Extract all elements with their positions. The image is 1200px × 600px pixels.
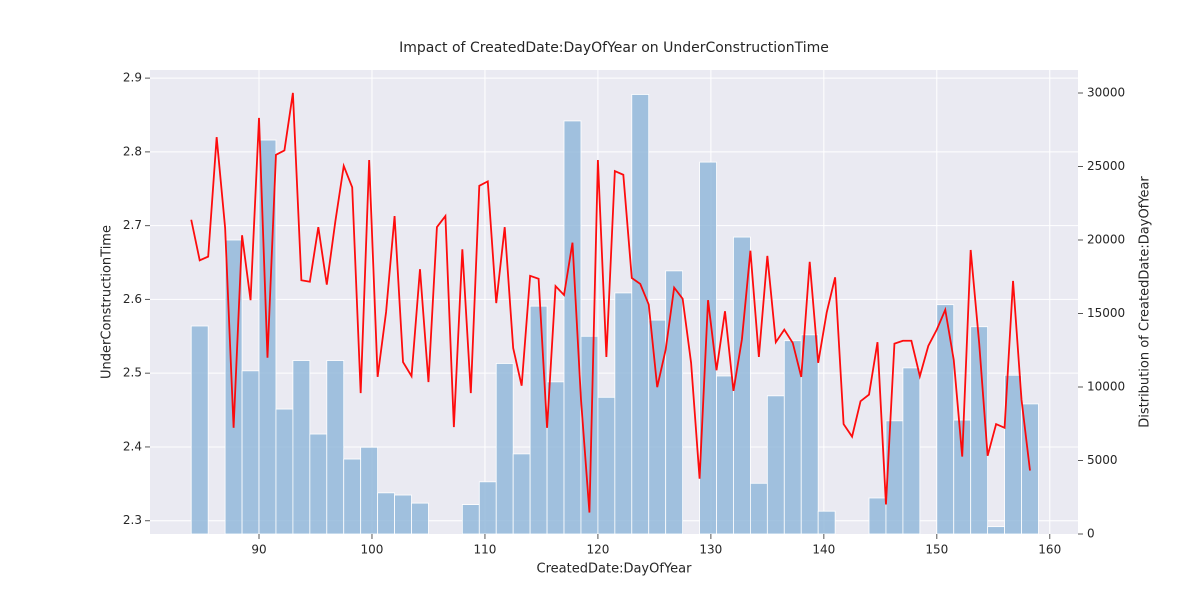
y-axis-label: UnderConstructionTime	[100, 225, 115, 379]
histogram-bar	[902, 367, 921, 535]
histogram-bar	[343, 458, 362, 535]
histogram-bar	[478, 481, 497, 535]
histogram-bar	[817, 510, 836, 535]
histogram-bar	[529, 305, 548, 535]
histogram-bar	[241, 370, 260, 535]
y2-tick-label: 5000	[1087, 453, 1118, 467]
histogram-bar	[750, 482, 768, 535]
histogram-bar	[411, 502, 429, 535]
y-tick-label: 2.8	[123, 144, 142, 158]
x-tick-label: 140	[812, 543, 835, 557]
histogram-bar	[275, 408, 294, 535]
y2-tick-label: 30000	[1087, 86, 1125, 100]
x-tick-label: 130	[699, 543, 722, 557]
histogram-bar	[699, 161, 717, 535]
labels: 90 100 110 120 130 140 150 160 2.3 2.4 2.5 2.6 2.7 2.…	[123, 71, 1125, 557]
x-axis-label: CreatedDate:DayOfYear	[537, 562, 693, 577]
x-tick-label: 90	[251, 543, 266, 557]
histogram-bar	[970, 326, 989, 535]
histogram-bar	[885, 420, 904, 535]
chart-title: Impact of CreatedDate:DayOfYear on Under…	[399, 40, 829, 56]
histogram-bar	[597, 396, 616, 535]
marks	[190, 92, 1039, 535]
y2-axis-label: Distribution of CreatedDate:DayOfYear	[1138, 176, 1153, 428]
x-tick-label: 100	[361, 543, 384, 557]
x-tick-label: 160	[1038, 543, 1061, 557]
histogram-bar	[716, 375, 734, 535]
histogram-bar	[292, 360, 311, 535]
histogram-bar	[563, 120, 582, 535]
histogram-bar	[377, 492, 395, 535]
histogram-bar	[936, 304, 955, 535]
y-tick-label: 2.4	[123, 439, 142, 453]
histogram-bar	[495, 363, 514, 535]
y-tick-label: 2.3	[123, 513, 142, 527]
y2-tick-label: 20000	[1087, 233, 1125, 247]
histogram-bar	[394, 494, 412, 535]
histogram-bar	[461, 504, 480, 535]
histogram-bar	[512, 453, 531, 535]
histogram-bar	[546, 381, 565, 535]
histogram-bar	[360, 446, 379, 535]
histogram-bar	[766, 395, 785, 535]
histogram-bar	[800, 334, 819, 535]
histogram-bar	[631, 94, 650, 535]
histogram-bar	[190, 325, 209, 535]
histogram-bar	[987, 526, 1005, 535]
y-tick-label: 2.7	[123, 218, 142, 232]
histogram-bar	[326, 360, 345, 535]
y2-tick-label: 10000	[1087, 380, 1125, 394]
histogram-bar	[614, 292, 633, 535]
x-tick-label: 150	[925, 543, 948, 557]
y-tick-label: 2.6	[123, 292, 142, 306]
y2-tick-label: 25000	[1087, 159, 1125, 173]
y-tick-label: 2.9	[123, 71, 142, 85]
x-tick-label: 120	[586, 543, 609, 557]
histogram-bar	[648, 319, 667, 535]
line	[190, 92, 1031, 513]
histogram-bar	[665, 270, 684, 535]
y2-tick-label: 0	[1087, 527, 1095, 541]
x-tick-label: 110	[473, 543, 496, 557]
y-tick-label: 2.5	[123, 366, 142, 380]
histogram-bar	[309, 433, 328, 535]
histogram-bar	[868, 497, 887, 535]
y2-tick-label: 15000	[1087, 306, 1125, 320]
